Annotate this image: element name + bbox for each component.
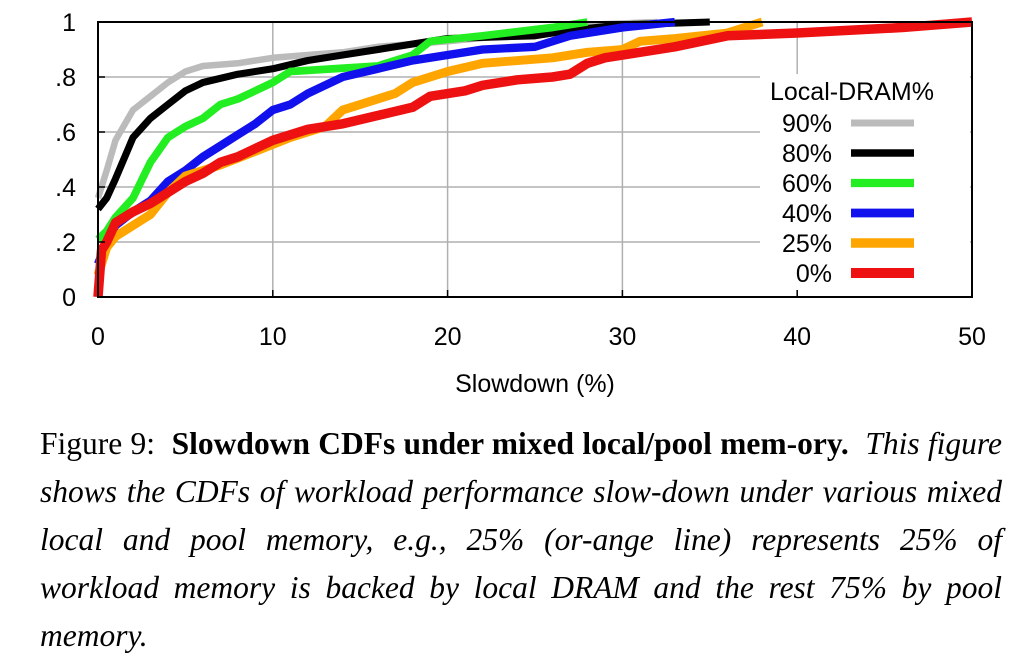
chart-svg: 0 10 20 30 40 50 0 .2 .4 .6 .8 1 Local-DRAM% 90%80%6… [55,9,986,398]
y-tick-label: .8 [55,64,76,92]
axes: 0 10 20 30 40 50 0 .2 .4 .6 .8 1 [55,9,986,351]
series-line-25pct [93,17,764,277]
legend: Local-DRAM% 90%80%60%40%25%0% [760,74,970,290]
y-tick-label: 1 [62,9,76,37]
legend-title: Local-DRAM% [770,78,934,106]
caption-label: Figure 9: [40,426,156,461]
legend-label: 40% [782,200,832,228]
legend-label: 25% [782,230,832,258]
plot-frame [97,21,973,298]
x-tick-label: 50 [958,323,986,351]
caption-body: This figure shows the CDFs of workload p… [40,426,1002,653]
x-tick-label: 20 [434,323,462,351]
y-tick-label: 0 [62,284,76,312]
series-line-80pct [95,18,710,212]
figure-caption: Figure 9: Slowdown CDFs under mixed loca… [40,420,1002,660]
x-tick-label: 10 [259,323,287,351]
x-axis-label: Slowdown (%) [455,370,615,398]
legend-label: 0% [796,260,832,288]
y-tick-label: .4 [55,174,76,202]
y-tick-label: .6 [55,119,76,147]
legend-label: 60% [782,170,832,198]
y-tick-label: .2 [55,229,76,257]
series-line-60pct [95,18,588,243]
series-line-0pct [93,17,973,298]
x-tick-label: 40 [783,323,811,351]
legend-label: 80% [782,140,832,168]
x-tick-label: 0 [91,323,105,351]
caption-title: Slowdown CDFs under mixed local/pool mem… [171,426,849,461]
series-lines [93,17,973,298]
legend-label: 90% [782,110,832,138]
x-tick-label: 30 [608,323,636,351]
cdf-chart: 0 10 20 30 40 50 0 .2 .4 .6 .8 1 Local-DRAM% 90% 80% 6… [55,9,986,398]
